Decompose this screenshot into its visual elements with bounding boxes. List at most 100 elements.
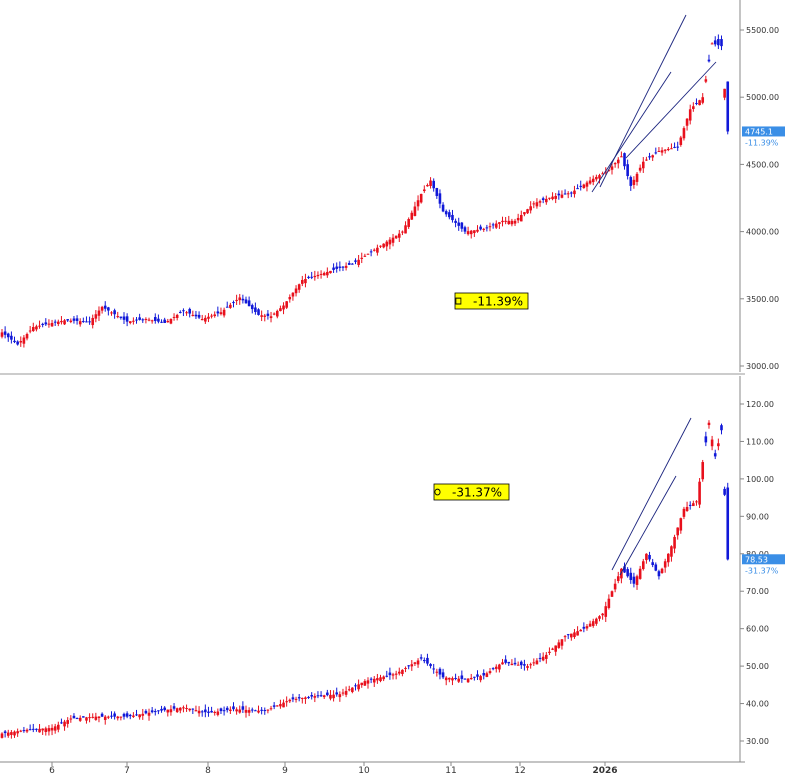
candle-body	[347, 689, 351, 691]
trendline	[591, 71, 672, 193]
y-tick-label: 3500.00	[746, 295, 779, 304]
candle-body	[623, 153, 626, 167]
candle-body	[279, 308, 282, 312]
change-badge	[433, 483, 510, 501]
candle-body	[213, 711, 217, 713]
panel-1: 5500.00 5000.00 4500.00 4000.00 3500.00 3000.…	[0, 0, 785, 372]
candle-body	[163, 707, 166, 711]
candle-body	[620, 568, 623, 579]
candle-body	[538, 201, 542, 203]
candle-body	[53, 321, 57, 323]
candle-body	[585, 182, 589, 187]
candle-body	[185, 708, 188, 710]
candle-body	[341, 692, 345, 694]
candle-body	[241, 298, 245, 301]
candle-body	[351, 687, 354, 693]
candle-body	[692, 106, 695, 109]
candle-body	[144, 318, 148, 320]
candle-body	[229, 304, 232, 308]
candle-body	[479, 226, 482, 230]
candle-body	[410, 212, 414, 220]
candle-body	[635, 576, 639, 585]
candle-body	[110, 715, 113, 717]
candle-body	[88, 321, 91, 323]
candle-body	[41, 323, 44, 326]
candle-body	[545, 654, 548, 659]
candle-body	[31, 728, 35, 730]
y-tick-label: 4500.00	[746, 160, 779, 169]
candle-body	[250, 305, 254, 310]
x-tick-label: 8	[205, 766, 211, 775]
candle-body	[97, 716, 101, 719]
candle-body	[141, 713, 145, 716]
candle-body	[585, 626, 589, 629]
candle-body	[38, 325, 41, 327]
candle-body	[598, 175, 601, 179]
candle-body	[551, 648, 554, 650]
y-tick-label: 30.00	[746, 737, 769, 746]
candle-body	[263, 315, 267, 317]
candle-body	[601, 173, 604, 175]
candle-body	[229, 709, 232, 711]
candle-body	[301, 279, 304, 284]
candle-body	[426, 657, 429, 664]
candle-body	[322, 272, 326, 276]
candle-body	[125, 316, 129, 322]
candle-body	[47, 728, 51, 732]
candle-body	[513, 662, 517, 665]
trendline	[599, 14, 687, 188]
candle-body	[423, 189, 426, 192]
candle-body	[316, 274, 320, 277]
candle-body	[138, 317, 141, 320]
candle-body	[413, 206, 417, 216]
candle-body	[529, 206, 532, 211]
candle-body	[641, 561, 645, 570]
candle-body	[557, 193, 561, 196]
candle-body	[200, 318, 204, 321]
candle-body	[188, 308, 191, 314]
candle-body	[394, 235, 398, 239]
candle-body	[460, 675, 464, 679]
candle-body	[147, 319, 151, 321]
candle-body	[548, 197, 551, 199]
candle-body	[116, 316, 120, 318]
candle-body	[194, 710, 198, 712]
candle-body	[301, 697, 304, 699]
candle-body	[726, 487, 730, 560]
candle-body	[307, 276, 310, 278]
candle-body	[523, 664, 526, 666]
candle-body	[82, 321, 85, 323]
candle-body	[85, 321, 88, 323]
trendline	[611, 417, 692, 571]
candle-body	[78, 321, 82, 325]
candle-body	[207, 711, 210, 713]
candle-body	[566, 193, 570, 195]
candle-body	[179, 311, 182, 313]
candle-body	[344, 690, 348, 695]
candle-body	[385, 675, 389, 677]
last-price-label: 78.53	[745, 555, 768, 564]
candle-body	[75, 318, 79, 321]
candle-body	[153, 317, 157, 321]
candle-body	[388, 672, 392, 676]
candle-body	[601, 613, 604, 616]
candle-body	[175, 708, 179, 713]
candle-body	[604, 171, 608, 173]
candle-body	[366, 253, 370, 255]
candle-body	[285, 301, 288, 308]
candle-body	[645, 159, 648, 161]
candle-body	[28, 330, 32, 332]
candle-body	[347, 263, 351, 265]
candle-body	[692, 503, 695, 507]
candle-body	[363, 681, 367, 686]
candle-body	[369, 251, 373, 253]
candle-body	[713, 453, 717, 457]
candle-body	[44, 728, 48, 732]
candle-body	[663, 561, 667, 568]
candle-body	[13, 731, 16, 736]
candle-body	[588, 180, 592, 184]
candle-body	[448, 212, 451, 218]
candle-body	[498, 664, 501, 670]
candle-body	[326, 692, 329, 696]
candle-body	[529, 664, 532, 666]
